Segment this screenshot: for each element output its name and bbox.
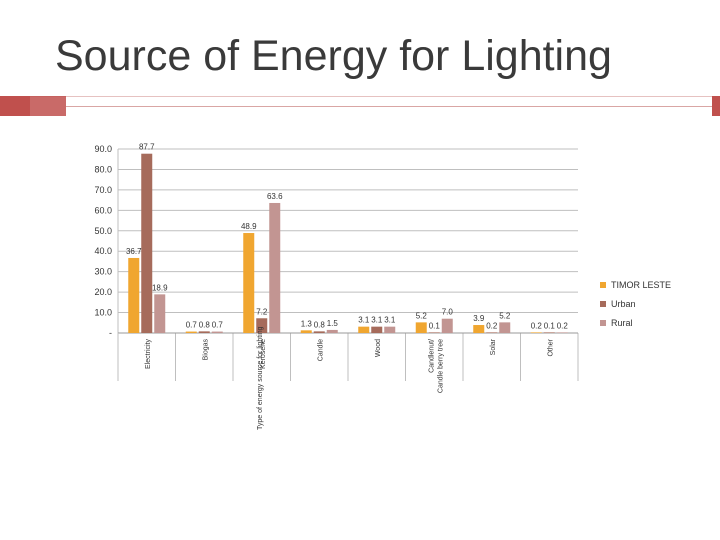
bar — [141, 153, 153, 333]
category-label: Candlenut/Candle berry tree — [428, 339, 444, 393]
data-label: 0.2 — [557, 321, 569, 330]
page-title: Source of Energy for Lighting — [55, 32, 612, 80]
accent-block-left — [0, 96, 30, 116]
legend-swatch — [600, 320, 606, 326]
data-label: 3.1 — [384, 316, 396, 325]
bar — [269, 202, 281, 333]
data-label: 0.8 — [199, 320, 211, 329]
category-label-layer: Electricity Biogas Kerosene Candle Wood Candl… — [145, 338, 555, 393]
header-rule — [0, 96, 720, 97]
data-label: 1.3 — [301, 319, 313, 328]
data-label: 18.9 — [152, 283, 168, 292]
category-label: Electricity — [145, 339, 152, 369]
category-label: Biogas — [202, 339, 209, 361]
legend-swatch — [600, 282, 606, 288]
y-tick-layer: - 10.0 20.0 30.0 40.0 50.0 60.0 70.0 80.0 90.0 — [94, 144, 112, 338]
data-label: 1.5 — [327, 319, 339, 328]
data-label: 7.2 — [256, 307, 268, 316]
bar — [473, 325, 485, 333]
bar — [326, 329, 338, 333]
accent-block-left-2 — [30, 96, 66, 116]
accent-line — [66, 106, 712, 107]
bar — [371, 326, 383, 333]
legend-label: TIMOR LESTE — [611, 280, 671, 290]
bar — [415, 322, 427, 333]
y-tick-label: 20.0 — [94, 287, 112, 297]
category-label: Other — [547, 338, 554, 356]
data-label: 5.2 — [499, 311, 511, 320]
y-tick-label: 50.0 — [94, 226, 112, 236]
legend: TIMOR LESTE Urban Rural — [600, 280, 671, 328]
bar — [384, 326, 396, 333]
bar — [428, 332, 440, 333]
bar — [556, 332, 568, 333]
data-label: 0.1 — [429, 321, 441, 330]
data-label: 7.0 — [442, 308, 454, 317]
data-label: 0.2 — [486, 321, 498, 330]
bar — [313, 331, 325, 333]
bar — [358, 326, 370, 333]
y-tick-label: 40.0 — [94, 246, 112, 256]
category-label: Wood — [375, 339, 382, 357]
data-label: 87.7 — [139, 143, 155, 152]
bar — [499, 322, 511, 333]
y-tick-label: - — [109, 328, 112, 338]
bar — [128, 257, 140, 333]
legend-label: Urban — [611, 299, 636, 309]
y-tick-label: 60.0 — [94, 205, 112, 215]
data-label: 3.9 — [473, 314, 485, 323]
legend-swatch — [600, 301, 606, 307]
accent-block-right — [712, 96, 720, 116]
bar — [211, 331, 223, 333]
bar — [198, 331, 210, 333]
data-label: 5.2 — [416, 311, 428, 320]
bar — [543, 332, 555, 333]
bar — [441, 318, 453, 333]
bar — [243, 233, 255, 333]
bar — [154, 294, 166, 333]
data-label: 0.2 — [531, 321, 543, 330]
x-axis-label: Type of energy source for lighting — [257, 326, 264, 430]
data-label: 0.7 — [212, 321, 224, 330]
bar-layer — [128, 153, 568, 333]
category-label: Kerosene — [260, 339, 267, 369]
data-label: 36.7 — [126, 247, 142, 256]
bar — [185, 331, 197, 333]
y-tick-label: 10.0 — [94, 308, 112, 318]
y-tick-label: 80.0 — [94, 164, 112, 174]
y-tick-label: 90.0 — [94, 144, 112, 154]
data-label: 0.8 — [314, 320, 326, 329]
bar — [256, 318, 268, 333]
data-label-layer: 36.787.718.90.7 0.8 0.748.97.263.61.3 0.8 1.… — [126, 143, 568, 331]
grid-layer — [117, 148, 579, 381]
data-label: 3.1 — [358, 316, 370, 325]
legend-label: Rural — [611, 318, 633, 328]
data-label: 63.6 — [267, 192, 283, 201]
bar — [530, 332, 542, 333]
data-label: 48.9 — [241, 222, 257, 231]
category-label: Candle — [317, 339, 324, 361]
data-label: 0.1 — [544, 321, 556, 330]
data-label: 3.1 — [371, 316, 383, 325]
data-label: 0.7 — [186, 321, 198, 330]
bar — [486, 332, 498, 333]
category-label: Solar — [490, 338, 497, 355]
y-tick-label: 30.0 — [94, 267, 112, 277]
y-tick-label: 70.0 — [94, 185, 112, 195]
bar — [300, 330, 312, 333]
